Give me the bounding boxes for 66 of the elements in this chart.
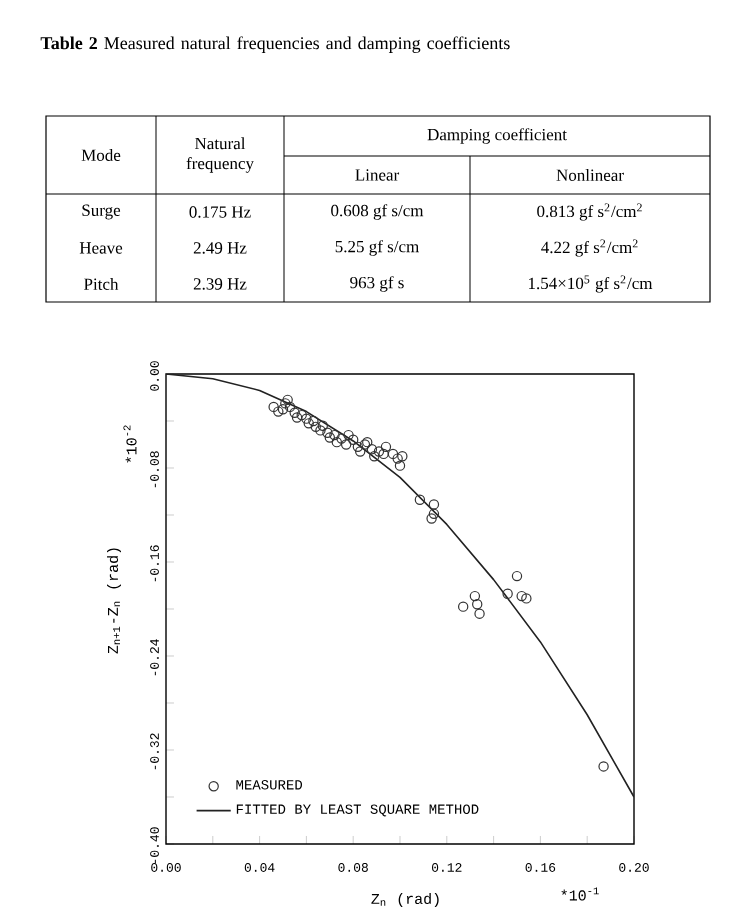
point [355, 446, 366, 457]
point [352, 441, 364, 453]
point [329, 429, 340, 441]
point [373, 446, 385, 457]
point [428, 499, 440, 510]
point [521, 593, 532, 604]
point [277, 404, 289, 415]
point [343, 429, 354, 441]
text: Natural frequency [186, 137, 254, 173]
point [340, 439, 352, 450]
point [472, 599, 483, 610]
point [301, 413, 312, 424]
point [317, 420, 328, 431]
text: Heave [79, 242, 123, 254]
point [273, 406, 284, 417]
text: 5.25 gf s/cm [335, 240, 419, 256]
text: Linear [355, 169, 400, 181]
point [426, 513, 437, 524]
point [296, 409, 307, 421]
text: Pitch [84, 278, 119, 290]
point [303, 418, 314, 429]
text: Table 2 Measured natural frequencies and damping coefficients [40, 36, 510, 53]
point [414, 494, 426, 505]
point [310, 421, 321, 433]
text: Surge [82, 204, 121, 220]
point [397, 451, 408, 462]
line-series [166, 374, 634, 798]
point [289, 407, 300, 418]
point [324, 432, 335, 443]
point [308, 415, 319, 427]
text: 1.54×10$^{5}$ gf s$^{2}$/cm [529, 275, 653, 293]
point [511, 570, 523, 582]
text: 4.22 gf s$^{2}$/cm$^{2}$ [541, 239, 638, 257]
point [284, 401, 296, 413]
text: 2.39 Hz [193, 278, 247, 290]
point [428, 508, 440, 520]
point [315, 425, 326, 436]
point [469, 590, 481, 602]
point [387, 448, 399, 460]
point [322, 427, 333, 438]
point [457, 601, 469, 612]
text: 0.175 Hz [189, 206, 251, 218]
text: Nonlinear [556, 169, 624, 181]
point [502, 588, 513, 599]
point [282, 394, 293, 406]
text: 0.813 gf s$^{2}$/cm$^{2}$ [537, 203, 642, 221]
point [516, 590, 527, 602]
point [280, 398, 291, 409]
text: 963 gf s [350, 276, 404, 292]
point [598, 761, 609, 772]
point [366, 444, 378, 455]
point [268, 401, 279, 413]
text: 2.49 Hz [193, 242, 247, 254]
point [392, 453, 403, 464]
text: Damping coefficient [427, 128, 567, 144]
point [336, 433, 347, 444]
point [394, 460, 406, 471]
point [331, 436, 343, 448]
point [378, 448, 389, 460]
point [474, 608, 485, 619]
point [348, 434, 359, 445]
point [369, 451, 380, 462]
point [291, 412, 303, 423]
point [380, 441, 392, 453]
text: Mode [81, 149, 121, 161]
text: 0.608 gf s/cm [331, 204, 424, 220]
